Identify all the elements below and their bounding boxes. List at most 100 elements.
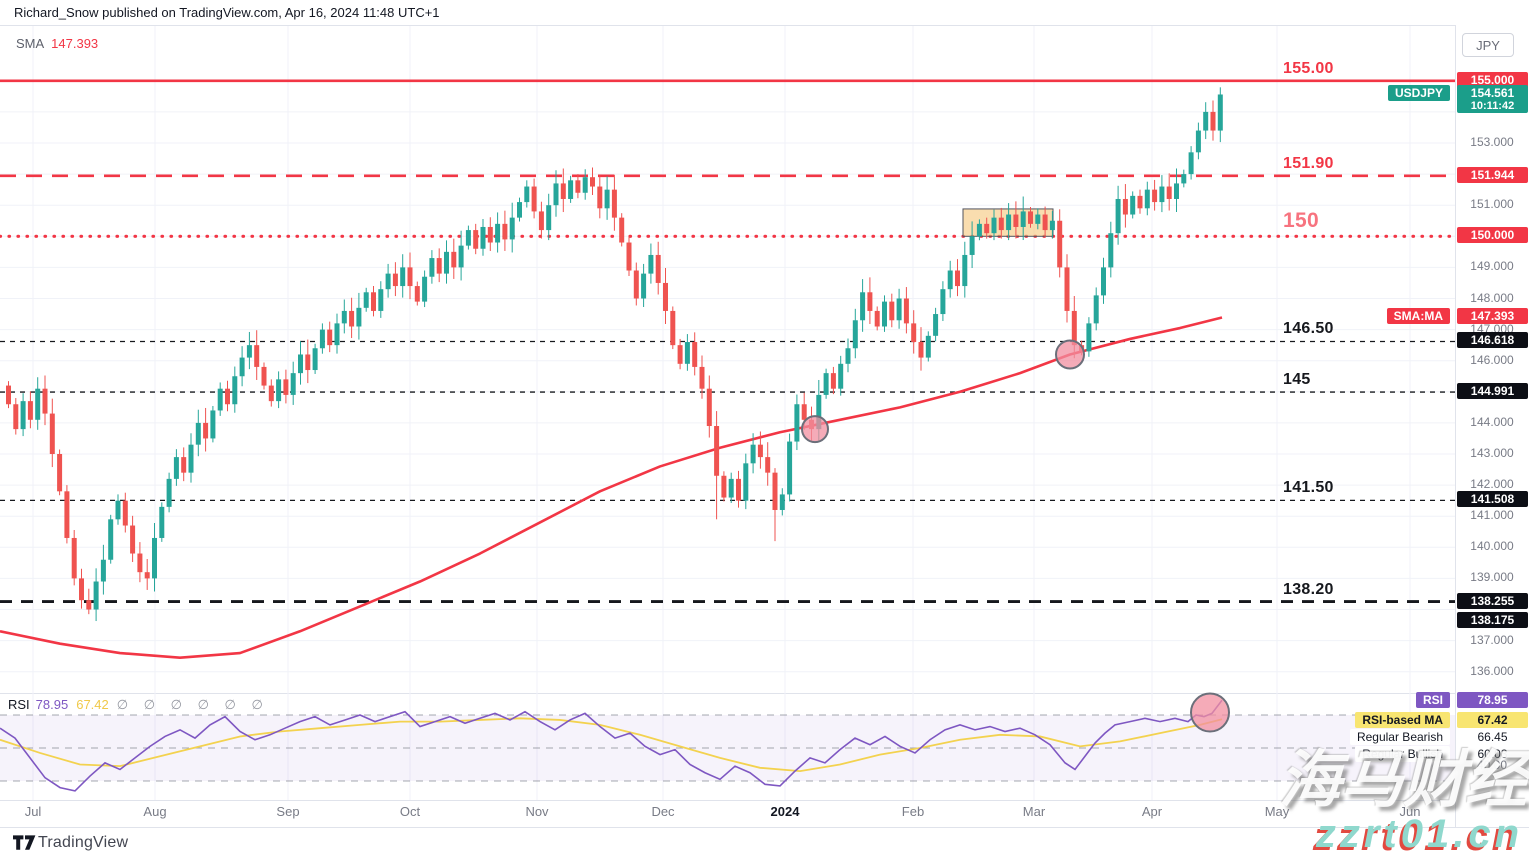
time-tick-Aug[interactable]: Aug [143, 804, 167, 819]
candle-body [1013, 214, 1019, 227]
candle-body [940, 289, 946, 315]
series-tag-USDJPY[interactable]: USDJPY [1387, 85, 1450, 102]
level-label-level-138-20[interactable]: 138.20 [1283, 580, 1334, 598]
rsi-tag-rsi[interactable]: RSI [1415, 692, 1450, 708]
candle-body [42, 388, 48, 414]
candle-body [473, 230, 479, 249]
candle-body [20, 401, 26, 430]
price-tick: 142.000 [1470, 477, 1514, 492]
candle-body [933, 314, 939, 336]
rsi-tag-rsi-based-ma[interactable]: RSI-based MA [1355, 712, 1450, 728]
annotation-circle[interactable] [801, 415, 829, 444]
candle-body [378, 289, 384, 311]
candle-body [27, 401, 33, 420]
candle-body [57, 454, 63, 492]
rsi-line[interactable] [0, 699, 1223, 792]
rsi-pane-divider[interactable] [0, 693, 1455, 694]
candle-body [159, 506, 165, 538]
time-tick-Feb[interactable]: Feb [901, 804, 925, 819]
currency-toggle-button[interactable]: JPY [1462, 33, 1514, 57]
rsi-legend-label: RSI [8, 697, 30, 712]
candle-body [86, 600, 92, 610]
time-tick-Apr[interactable]: Apr [1141, 804, 1163, 819]
rsi-legend[interactable]: RSI 78.95 67.42 ∅ ∅ ∅ ∅ ∅ ∅ [8, 697, 269, 713]
time-tick-2024[interactable]: 2024 [770, 804, 800, 819]
sma-line[interactable] [0, 316, 1223, 660]
time-tick-Nov[interactable]: Nov [525, 804, 549, 819]
series-tag-SMA:MA[interactable]: SMA:MA [1386, 308, 1450, 325]
candle-body [115, 500, 121, 520]
price-badge-141.508: 141.508 [1457, 491, 1528, 508]
rsi-tag-regular-bearish[interactable]: Regular Bearish [1349, 729, 1450, 745]
time-tick-Oct[interactable]: Oct [399, 804, 421, 819]
time-tick-Sep[interactable]: Sep [276, 804, 300, 819]
rsi-tag-regular-bullish[interactable]: Regular Bullish [1355, 746, 1450, 762]
candle-body [225, 388, 230, 405]
candle-body [911, 323, 917, 343]
candle-body [108, 519, 114, 560]
candle-body [35, 388, 41, 420]
candle-body [502, 223, 508, 240]
candle-body [122, 500, 128, 526]
level-label-psych-150[interactable]: 150 [1283, 209, 1319, 233]
tradingview-logo-icon[interactable] [13, 835, 37, 851]
candle-body [414, 286, 420, 302]
annotation-circle[interactable] [1190, 692, 1230, 733]
candle-body [714, 426, 720, 476]
candle-body [1188, 152, 1194, 175]
candle-body [903, 298, 909, 324]
time-tick-Mar[interactable]: Mar [1022, 804, 1046, 819]
candle-body [611, 189, 617, 218]
candle-body [1210, 111, 1216, 131]
candle-body [444, 251, 449, 274]
candle-body [181, 457, 187, 473]
sma-legend[interactable]: SMA 147.393 [16, 36, 98, 51]
candle-body [436, 258, 442, 274]
candle-body [195, 422, 201, 445]
candle-body [1101, 267, 1106, 296]
level-label-level-145[interactable]: 145 [1283, 371, 1311, 389]
level-label-level-146-50[interactable]: 146.50 [1283, 320, 1334, 338]
candle-body [845, 348, 851, 364]
time-tick-Jul[interactable]: Jul [24, 804, 42, 819]
price-tick: 149.000 [1470, 259, 1514, 274]
candle-body [1064, 267, 1070, 311]
candle-body [429, 258, 435, 277]
candle-body [663, 282, 668, 311]
candle-body [962, 254, 968, 287]
price-badge-147.393: 147.393 [1457, 308, 1528, 325]
candle-body [838, 363, 844, 389]
rsi-ma-line[interactable] [0, 717, 1223, 773]
candle-body [363, 292, 369, 308]
level-label-level-141-50[interactable]: 141.50 [1283, 479, 1334, 497]
time-tick-Jun[interactable]: Jun [1399, 804, 1421, 819]
candle-body [13, 404, 19, 430]
candle-body [633, 270, 639, 299]
candle-body [925, 335, 931, 358]
annotation-circle[interactable] [1055, 339, 1085, 370]
candle-body [480, 226, 486, 249]
time-tick-Dec[interactable]: Dec [651, 804, 675, 819]
candle-body [49, 413, 55, 454]
rsi-badge-60.03: 60.03 [1457, 746, 1528, 762]
tradingview-brand-text[interactable]: TradingView [38, 833, 129, 851]
candle-body [130, 525, 136, 554]
level-label-resistance-155[interactable]: 155.00 [1283, 59, 1334, 77]
candle-body [538, 211, 544, 231]
time-tick-May[interactable]: May [1264, 804, 1290, 819]
candle-body [1137, 195, 1143, 209]
price-tick: 141.000 [1470, 508, 1514, 523]
candle-body [1035, 214, 1041, 224]
candle-body [217, 388, 223, 411]
rsi-badge-67.42: 67.42 [1457, 712, 1528, 728]
candle-body [341, 310, 347, 324]
candle-body [334, 323, 340, 346]
candle-body [816, 394, 822, 430]
candle-body [1122, 198, 1128, 215]
level-label-resistance-151-90[interactable]: 151.90 [1283, 154, 1334, 172]
candle-body [852, 320, 858, 349]
candle-body [955, 270, 960, 287]
candle-body [867, 292, 873, 311]
